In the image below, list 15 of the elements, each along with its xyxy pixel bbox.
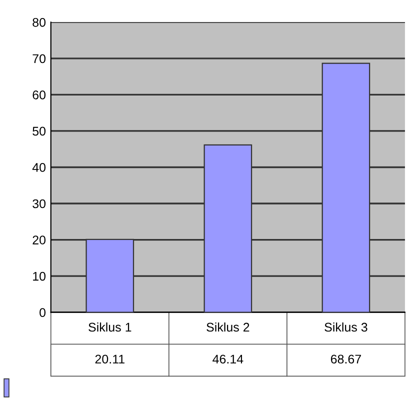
x-tick-label: Siklus 1 <box>88 322 132 332</box>
data-label: 20.11 <box>95 354 124 364</box>
y-tick-label: 60 <box>32 90 46 100</box>
y-tick-label: 10 <box>33 272 46 281</box>
y-tick-label: 20 <box>32 236 46 244</box>
x-tick-label: Siklus 2 <box>206 322 250 332</box>
y-tick-label: 50 <box>32 126 46 136</box>
x-tick-label: Siklus 3 <box>324 322 368 332</box>
y-tick-label: 30 <box>32 199 46 208</box>
y-tick-label: 0 <box>40 308 46 317</box>
data-label: 46.14 <box>212 354 244 364</box>
y-tick-label: 70 <box>32 54 46 64</box>
data-label: 68.67 <box>330 354 361 364</box>
y-tick-label: 40 <box>32 163 46 172</box>
y-tick-label: 80 <box>32 18 46 27</box>
